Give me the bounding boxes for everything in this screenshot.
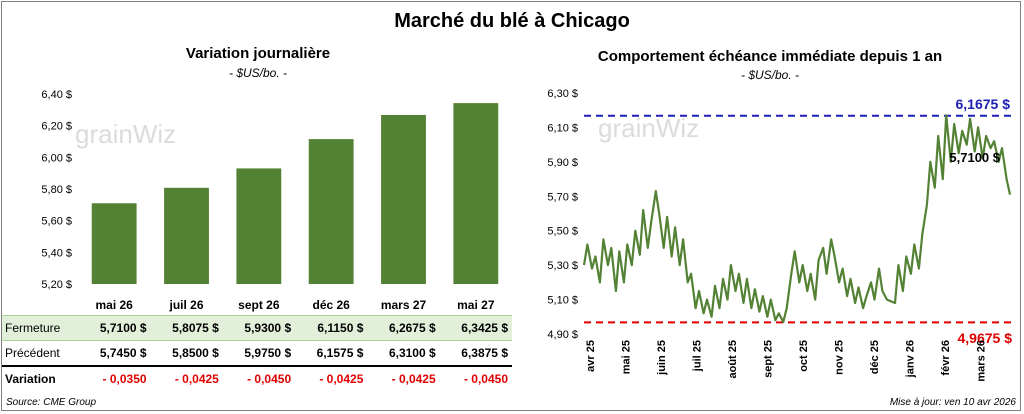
grainwiz-watermark-right: grainWiz xyxy=(598,113,699,143)
bar-0 xyxy=(91,203,137,284)
table-cell: 5,7100 $ xyxy=(78,315,151,341)
table-cell: 5,9750 $ xyxy=(222,340,296,367)
grainwiz-watermark-left: grainWiz xyxy=(75,119,176,149)
right-month-label: mai 25 xyxy=(621,340,633,374)
source-note: Source: CME Group xyxy=(6,397,97,408)
row-label: Précédent xyxy=(2,340,79,367)
left-bar-chart: grainWiz 6,40 $ 6,20 $ 6,00 $ 5,80 $ 5,60 $ 5… xyxy=(41,89,499,312)
row-label: Fermeture xyxy=(2,315,79,341)
right-month-label: sept 25 xyxy=(763,340,775,378)
table-cell: 6,3425 $ xyxy=(439,315,512,341)
bar-1 xyxy=(164,187,209,284)
table-cell: - 0,0450 xyxy=(463,372,508,386)
table-cell: 5,9300 $ xyxy=(222,315,296,341)
page-title: Marché du blé à Chicago xyxy=(394,10,630,32)
left-y-tick-label: 5,40 $ xyxy=(41,247,72,259)
right-month-label: nov 25 xyxy=(834,340,846,375)
table-cell: 6,1150 $ xyxy=(295,315,368,341)
update-note: Mise à jour: ven 10 avr 2026 xyxy=(889,397,1016,408)
table-cell: - 0,0350 xyxy=(102,372,147,386)
max-label: 6,1675 $ xyxy=(956,96,1011,112)
table-cell: 6,1575 $ xyxy=(295,340,368,367)
last-price-label: 5,7100 $ xyxy=(949,150,1000,165)
right-month-label: août 25 xyxy=(727,340,739,379)
right-y-tick-label: 5,90 $ xyxy=(547,157,578,169)
table-cell: 6,2675 $ xyxy=(367,315,440,341)
left-y-tick-label: 5,60 $ xyxy=(41,216,72,228)
right-y-tick-label: 4,90 $ xyxy=(547,329,578,341)
right-y-tick-label: 5,50 $ xyxy=(547,226,578,238)
right-month-label: avr 25 xyxy=(585,340,597,372)
left-y-tick-label: 6,20 $ xyxy=(41,121,72,133)
left-category-label: sept 26 xyxy=(238,298,280,312)
right-y-tick-label: 5,10 $ xyxy=(547,295,578,307)
table-cell: 6,3100 $ xyxy=(367,340,440,367)
table-cell: - 0,0425 xyxy=(319,372,364,386)
left-category-label: mars 27 xyxy=(381,298,427,312)
table-row: Fermeture 5,7100 $5,8075 $5,9300 $6,1150 … xyxy=(2,315,512,341)
right-y-tick-label: 6,30 $ xyxy=(547,88,578,100)
right-month-label: févr 26 xyxy=(940,340,952,375)
table-row: Précédent 5,7450 $5,8500 $5,9750 $6,1575 … xyxy=(2,340,512,367)
right-y-tick-label: 5,30 $ xyxy=(547,260,578,272)
table-cell: - 0,0450 xyxy=(247,372,292,386)
right-chart-title: Comportement échéance immédiate depuis 1… xyxy=(597,48,943,65)
bar-4 xyxy=(381,114,426,285)
bar-3 xyxy=(308,139,354,284)
left-y-tick-label: 6,00 $ xyxy=(41,152,72,164)
right-month-label: mars 26 xyxy=(976,340,988,382)
price-series-line xyxy=(582,114,1012,324)
table-cell: 6,3875 $ xyxy=(439,340,512,367)
watermark-left-text: grainWiz xyxy=(75,119,176,149)
right-month-label: juin 25 xyxy=(656,340,668,376)
left-chart-title: Variation journalière xyxy=(185,45,331,62)
left-chart-subtitle: - $US/bo. - xyxy=(228,66,288,80)
table-cell: 5,8075 $ xyxy=(150,315,223,341)
table-cell: - 0,0425 xyxy=(174,372,219,386)
left-category-label: juil 26 xyxy=(168,298,203,312)
right-y-tick-label: 5,70 $ xyxy=(547,191,578,203)
table-cell: - 0,0425 xyxy=(391,372,436,386)
table-cell: 5,7450 $ xyxy=(78,340,151,367)
bar-5 xyxy=(453,103,499,285)
right-month-label: déc 25 xyxy=(869,340,881,374)
left-category-label: mai 27 xyxy=(457,298,495,312)
right-month-label: janv 26 xyxy=(905,340,917,378)
watermark-right-text: grainWiz xyxy=(598,113,699,143)
table-row: Variation - 0,0350 - 0,0425 - 0,0450 - 0,042… xyxy=(2,366,512,391)
left-category-label: déc 26 xyxy=(312,298,350,312)
right-month-label: oct 25 xyxy=(798,340,810,372)
right-month-label: juil 25 xyxy=(692,340,704,372)
left-y-tick-label: 5,20 $ xyxy=(41,279,72,291)
min-label: 4,9675 $ xyxy=(958,330,1013,346)
right-y-tick-label: 6,10 $ xyxy=(547,122,578,134)
left-y-tick-label: 5,80 $ xyxy=(41,184,72,196)
bar-2 xyxy=(236,168,282,284)
table-cell: 5,8500 $ xyxy=(150,340,223,367)
left-category-label: mai 26 xyxy=(95,298,133,312)
right-chart-subtitle: - $US/bo. - xyxy=(740,68,800,82)
row-label: Variation xyxy=(5,372,56,386)
left-y-tick-label: 6,40 $ xyxy=(41,89,72,101)
contracts-table: Fermeture 5,7100 $5,8075 $5,9300 $6,1150 … xyxy=(2,315,512,391)
right-line-chart: grainWiz 6,30 $ 6,10 $ 5,90 $ 5,70 $ 5,50 $ 5… xyxy=(547,88,1016,382)
